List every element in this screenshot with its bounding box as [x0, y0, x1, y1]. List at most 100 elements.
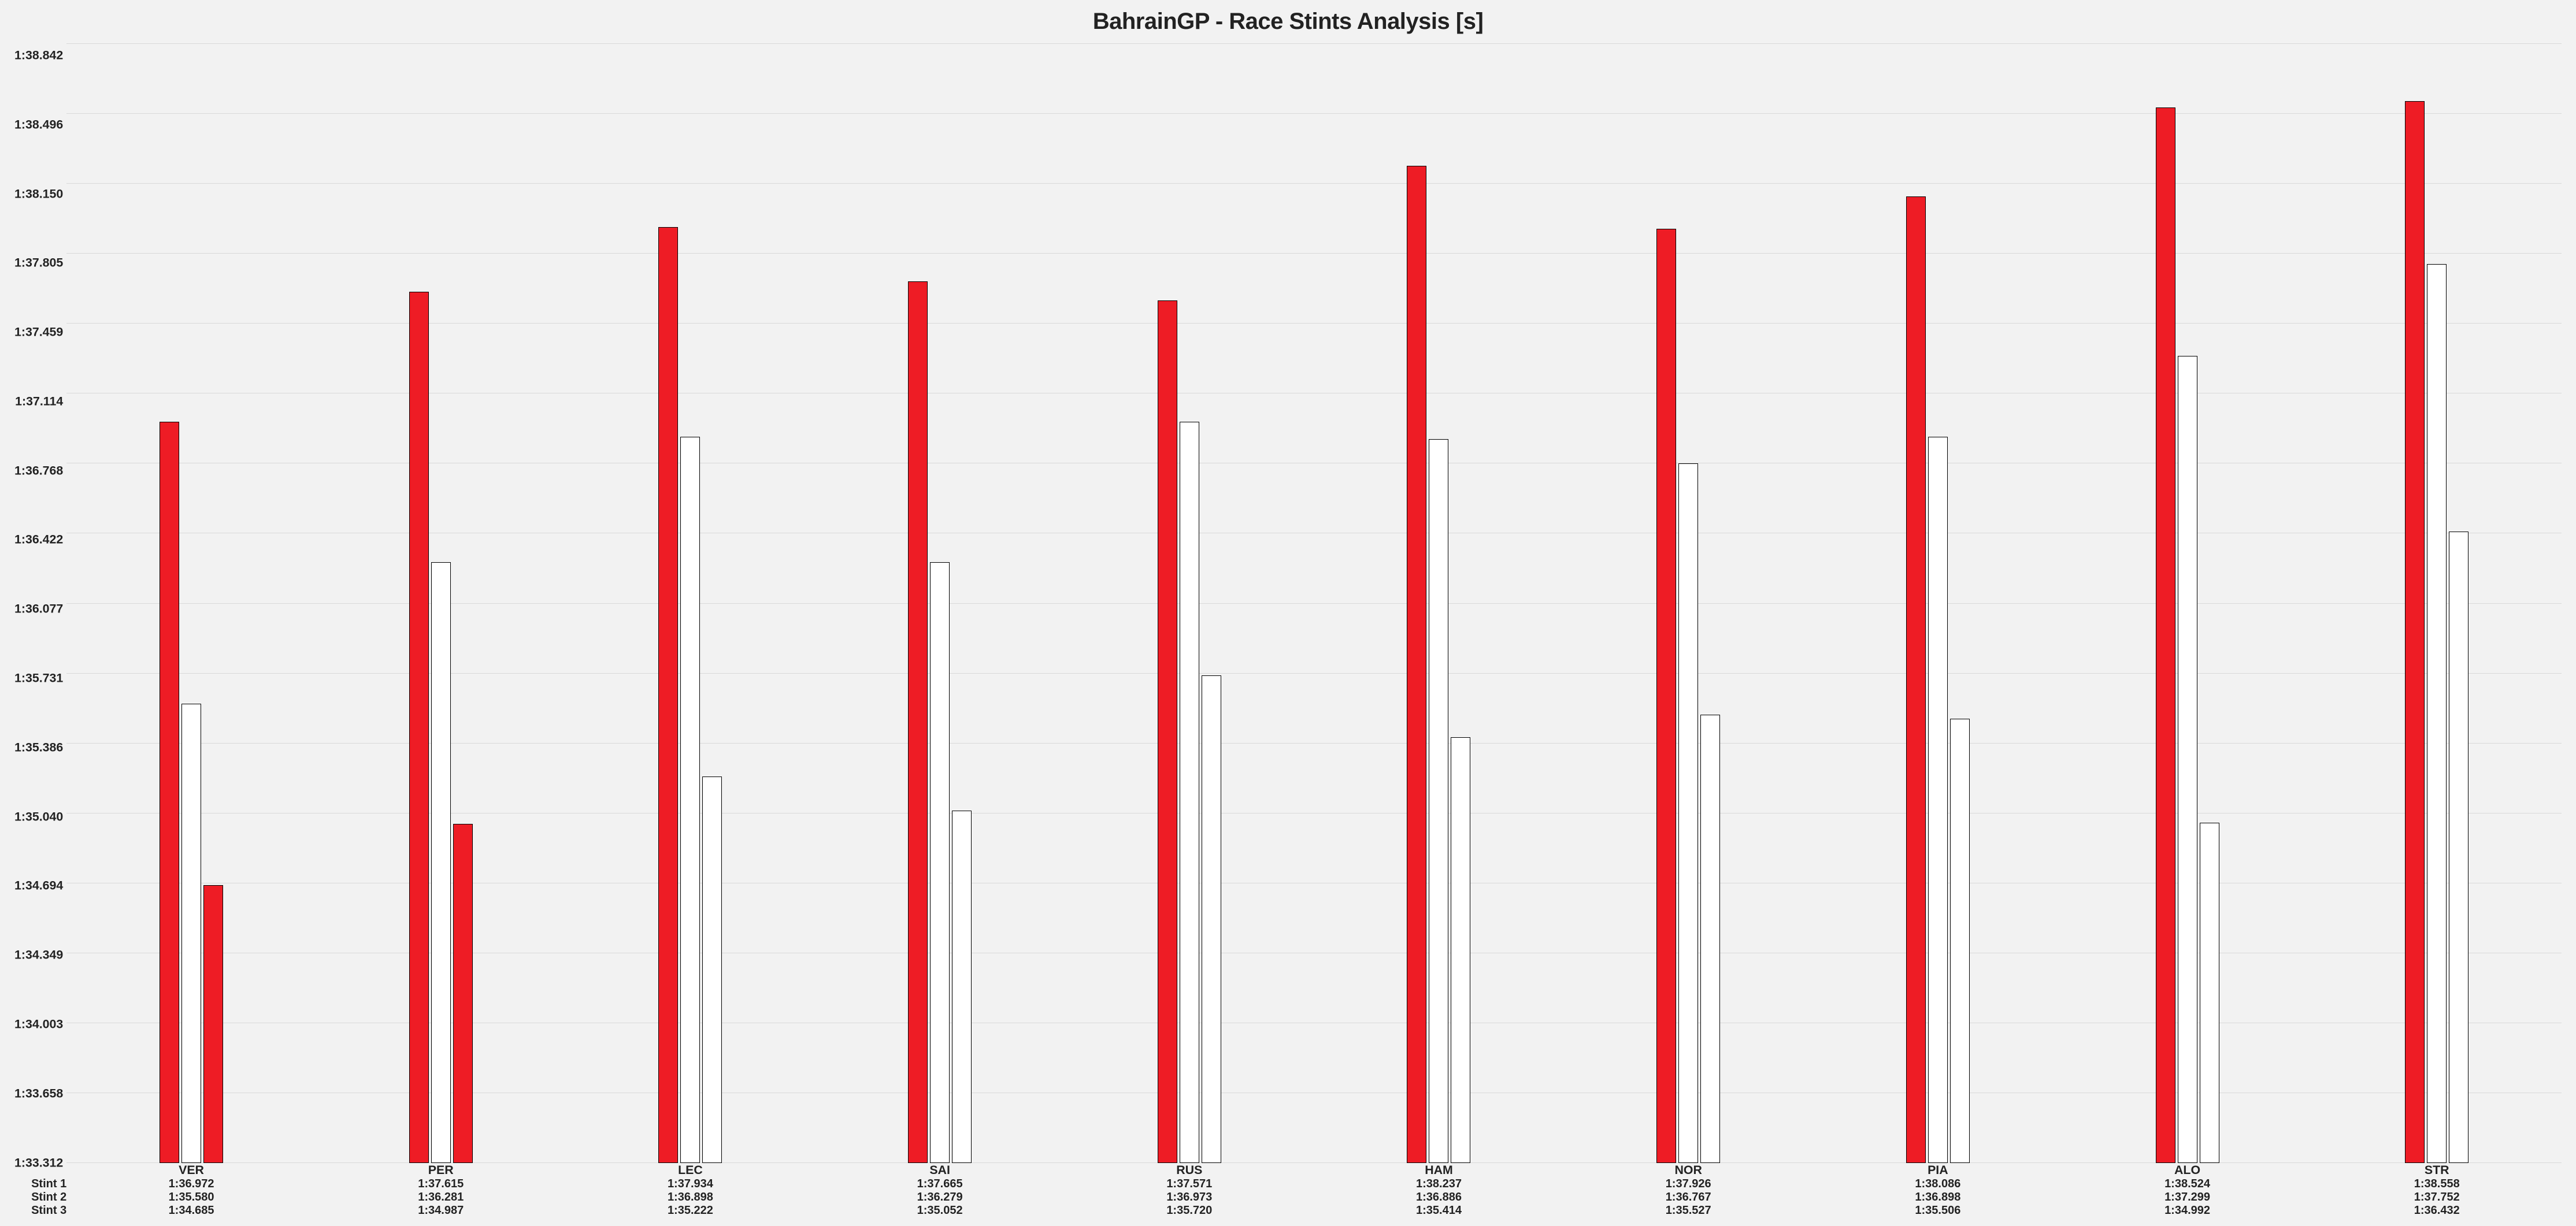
data-cell-alo-stint3: 1:34.992 [2063, 1204, 2312, 1217]
bar-lec-stint1 [658, 227, 678, 1163]
bar-sai-stint3 [952, 811, 972, 1163]
data-cell-rus-stint1: 1:37.571 [1065, 1177, 1314, 1191]
data-cell-ham-stint2: 1:36.886 [1314, 1191, 1564, 1204]
bar-sai-stint2 [930, 562, 950, 1163]
category-label-per: PER [316, 1163, 566, 1177]
category-row: VERPERLECSAIRUSHAMNORPIAALOSTR [66, 1163, 2562, 1177]
data-cell-per-stint1: 1:37.615 [316, 1177, 566, 1191]
bar-rus-stint1 [1158, 300, 1177, 1163]
bar-pia-stint1 [1906, 196, 1926, 1163]
category-label-pia: PIA [1813, 1163, 2063, 1177]
y-axis-tick-label: 1:37.805 [14, 257, 63, 269]
bar-per-stint1 [409, 292, 429, 1163]
bar-ver-stint1 [160, 422, 179, 1163]
y-axis-tick-label: 1:36.422 [14, 534, 63, 546]
data-cell-ver-stint2: 1:35.580 [66, 1191, 316, 1204]
bar-per-stint2 [431, 562, 451, 1163]
data-cell-alo-stint2: 1:37.299 [2063, 1191, 2312, 1204]
bar-nor-stint3 [1700, 715, 1720, 1163]
chart-container: BahrainGP - Race Stints Analysis [s] 1:3… [0, 0, 2576, 1226]
bar-ham-stint2 [1429, 439, 1448, 1163]
y-axis-tick-label: 1:38.842 [14, 50, 63, 62]
data-row-stint1: 1:36.9721:37.6151:37.9341:37.6651:37.571… [66, 1177, 2562, 1191]
row-header-stint2: Stint 2 [14, 1191, 66, 1204]
data-cell-pia-stint2: 1:36.898 [1813, 1191, 2063, 1204]
bar-lec-stint2 [680, 437, 700, 1163]
bar-groups [66, 43, 2562, 1163]
bar-ham-stint3 [1451, 737, 1470, 1163]
data-cell-rus-stint3: 1:35.720 [1065, 1204, 1314, 1217]
data-cell-lec-stint2: 1:36.898 [566, 1191, 816, 1204]
data-cell-lec-stint3: 1:35.222 [566, 1204, 816, 1217]
row-header-stint1: Stint 1 [14, 1177, 66, 1191]
y-axis-tick-label: 1:35.040 [14, 811, 63, 823]
bar-nor-stint2 [1678, 463, 1698, 1163]
data-cell-pia-stint1: 1:38.086 [1813, 1177, 2063, 1191]
y-axis-tick-label: 1:35.731 [14, 673, 63, 685]
data-table-body: VERPERLECSAIRUSHAMNORPIAALOSTR1:36.9721:… [66, 1163, 2562, 1217]
category-label-ver: VER [66, 1163, 316, 1177]
bar-ver-stint3 [203, 885, 223, 1163]
y-axis: 1:38.842 1:38.496 1:38.150 1:37.805 1:37.459… [14, 43, 66, 1163]
category-label-nor: NOR [1563, 1163, 1813, 1177]
bar-alo-stint3 [2200, 823, 2219, 1163]
data-cell-nor-stint1: 1:37.926 [1563, 1177, 1813, 1191]
data-cell-rus-stint2: 1:36.973 [1065, 1191, 1314, 1204]
data-cell-ham-stint1: 1:38.237 [1314, 1177, 1564, 1191]
category-label-sai: SAI [815, 1163, 1065, 1177]
y-axis-tick-label: 1:38.150 [14, 188, 63, 200]
category-label-str: STR [2312, 1163, 2562, 1177]
data-table-under-chart: Stint 1Stint 2Stint 3 VERPERLECSAIRUSHAM… [14, 1163, 2562, 1217]
bar-rus-stint2 [1180, 422, 1199, 1163]
data-cell-ver-stint3: 1:34.685 [66, 1204, 316, 1217]
data-cell-str-stint1: 1:38.558 [2312, 1177, 2562, 1191]
chart-title: BahrainGP - Race Stints Analysis [s] [14, 6, 2562, 43]
bar-str-stint3 [2449, 532, 2468, 1163]
data-cell-per-stint2: 1:36.281 [316, 1191, 566, 1204]
bar-group-sai [815, 43, 1065, 1163]
data-row-stint2: 1:35.5801:36.2811:36.8981:36.2791:36.973… [66, 1191, 2562, 1204]
bar-pia-stint2 [1928, 437, 1948, 1163]
bar-pia-stint3 [1950, 719, 1970, 1163]
bar-alo-stint1 [2156, 107, 2175, 1163]
bar-ver-stint2 [181, 704, 201, 1163]
data-cell-alo-stint1: 1:38.524 [2063, 1177, 2312, 1191]
data-row-stint3: 1:34.6851:34.9871:35.2221:35.0521:35.720… [66, 1204, 2562, 1217]
y-axis-tick-label: 1:37.459 [14, 326, 63, 339]
data-cell-str-stint3: 1:36.432 [2312, 1204, 2562, 1217]
bar-str-stint2 [2427, 264, 2447, 1163]
data-cell-per-stint3: 1:34.987 [316, 1204, 566, 1217]
data-cell-sai-stint3: 1:35.052 [815, 1204, 1065, 1217]
bar-alo-stint2 [2178, 356, 2197, 1163]
data-cell-ham-stint3: 1:35.414 [1314, 1204, 1564, 1217]
data-cell-nor-stint3: 1:35.527 [1563, 1204, 1813, 1217]
y-axis-tick-label: 1:36.768 [14, 465, 63, 477]
row-header-stint3: Stint 3 [14, 1204, 66, 1217]
y-axis-tick-label: 1:34.349 [14, 949, 63, 961]
category-label-lec: LEC [566, 1163, 816, 1177]
y-axis-tick-label: 1:36.077 [14, 603, 63, 615]
category-label-alo: ALO [2063, 1163, 2312, 1177]
bar-rus-stint3 [1202, 675, 1221, 1163]
bar-nor-stint1 [1656, 229, 1676, 1163]
plot-and-table-column [66, 43, 2562, 1163]
bar-lec-stint3 [702, 777, 722, 1163]
data-cell-sai-stint2: 1:36.279 [815, 1191, 1065, 1204]
y-axis-tick-label: 1:35.386 [14, 741, 63, 753]
bar-group-per [316, 43, 566, 1163]
bar-group-rus [1065, 43, 1314, 1163]
bar-group-pia [1813, 43, 2063, 1163]
bar-group-ver [66, 43, 316, 1163]
bar-group-alo [2063, 43, 2312, 1163]
y-axis-tick-label: 1:37.114 [15, 396, 63, 408]
plot-area [66, 43, 2562, 1163]
y-axis-tick-label: 1:38.496 [14, 118, 63, 131]
y-axis-tick-label: 1:33.658 [14, 1087, 63, 1099]
data-cell-sai-stint1: 1:37.665 [815, 1177, 1065, 1191]
bar-per-stint3 [453, 824, 473, 1163]
bar-ham-stint1 [1407, 166, 1426, 1163]
bar-sai-stint1 [908, 281, 928, 1163]
data-cell-nor-stint2: 1:36.767 [1563, 1191, 1813, 1204]
data-cell-lec-stint1: 1:37.934 [566, 1177, 816, 1191]
chart-main-area: 1:38.842 1:38.496 1:38.150 1:37.805 1:37.459… [14, 43, 2562, 1163]
